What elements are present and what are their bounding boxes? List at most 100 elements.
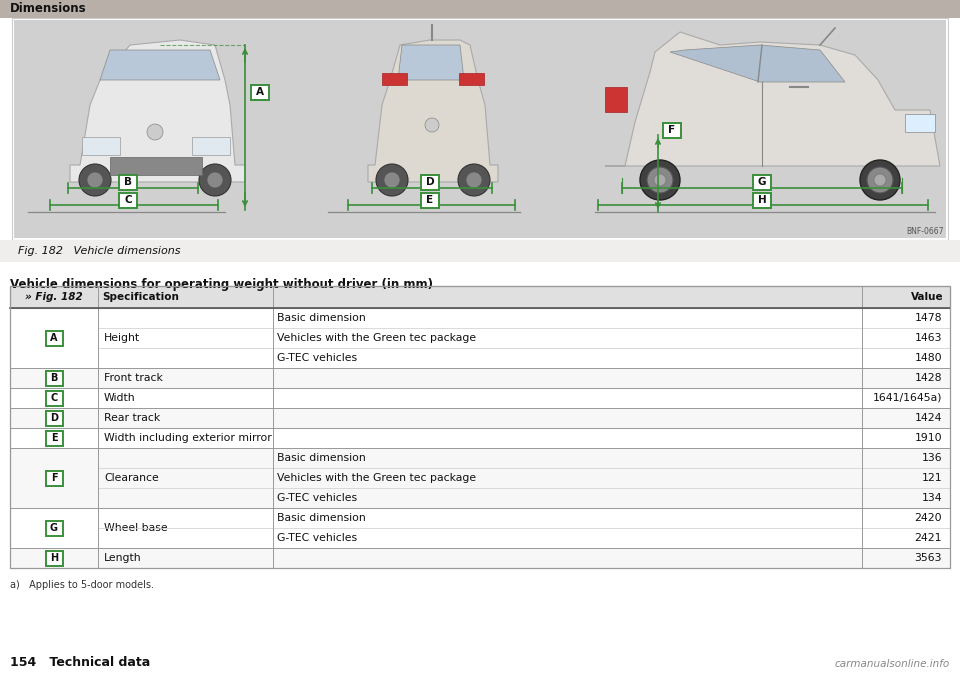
Text: Specification: Specification bbox=[102, 292, 179, 302]
Text: A: A bbox=[256, 87, 264, 97]
Text: E: E bbox=[51, 433, 58, 443]
Text: Width: Width bbox=[104, 393, 135, 403]
Text: 1480: 1480 bbox=[914, 353, 942, 363]
Text: B: B bbox=[124, 177, 132, 187]
Text: 1478: 1478 bbox=[915, 313, 942, 323]
Bar bbox=[10, 286, 950, 308]
Text: 1424: 1424 bbox=[915, 413, 942, 423]
Bar bbox=[10, 286, 950, 308]
Text: C: C bbox=[50, 393, 58, 403]
FancyBboxPatch shape bbox=[251, 85, 269, 100]
Text: Vehicles with the Green tec package: Vehicles with the Green tec package bbox=[277, 333, 476, 343]
Text: 2420: 2420 bbox=[914, 513, 942, 523]
Circle shape bbox=[654, 174, 666, 186]
Bar bbox=[10, 448, 950, 508]
Text: G-TEC vehicles: G-TEC vehicles bbox=[277, 493, 357, 503]
Text: 1463: 1463 bbox=[915, 333, 942, 343]
Text: D: D bbox=[425, 177, 434, 187]
Text: 121: 121 bbox=[922, 473, 942, 483]
Bar bbox=[45, 330, 62, 345]
Text: » Fig. 182: » Fig. 182 bbox=[25, 292, 83, 302]
Circle shape bbox=[384, 172, 400, 188]
Text: E: E bbox=[426, 195, 434, 205]
Text: Clearance: Clearance bbox=[104, 473, 158, 483]
Polygon shape bbox=[70, 40, 245, 182]
Bar bbox=[45, 391, 62, 406]
Polygon shape bbox=[368, 40, 498, 182]
FancyBboxPatch shape bbox=[663, 123, 681, 137]
Circle shape bbox=[147, 124, 163, 140]
Text: 3563: 3563 bbox=[915, 553, 942, 563]
Bar bbox=[459, 73, 484, 85]
Circle shape bbox=[425, 118, 439, 132]
Text: F: F bbox=[51, 473, 58, 483]
Text: Length: Length bbox=[104, 553, 142, 563]
Text: Vehicle dimensions for operating weight without driver (in mm): Vehicle dimensions for operating weight … bbox=[10, 278, 433, 291]
Circle shape bbox=[466, 172, 482, 188]
Text: Wheel base: Wheel base bbox=[104, 523, 168, 533]
Text: G-TEC vehicles: G-TEC vehicles bbox=[277, 533, 357, 543]
Text: Basic dimension: Basic dimension bbox=[277, 453, 366, 463]
FancyBboxPatch shape bbox=[421, 175, 439, 190]
FancyBboxPatch shape bbox=[119, 192, 137, 207]
FancyBboxPatch shape bbox=[753, 192, 771, 207]
Bar bbox=[10, 286, 950, 568]
Text: Value: Value bbox=[911, 292, 944, 302]
Text: B: B bbox=[50, 373, 58, 383]
Text: Front track: Front track bbox=[104, 373, 163, 383]
Circle shape bbox=[874, 174, 886, 186]
Bar bbox=[10, 428, 950, 448]
Text: 136: 136 bbox=[922, 453, 942, 463]
Text: 154   Technical data: 154 Technical data bbox=[10, 656, 151, 669]
Polygon shape bbox=[670, 45, 845, 82]
Text: G: G bbox=[50, 523, 58, 533]
Bar bbox=[12, 18, 948, 240]
Bar bbox=[905, 114, 935, 132]
Bar bbox=[45, 410, 62, 426]
Circle shape bbox=[376, 164, 408, 196]
Text: F: F bbox=[668, 125, 676, 135]
Text: 2421: 2421 bbox=[915, 533, 942, 543]
Text: Basic dimension: Basic dimension bbox=[277, 513, 366, 523]
Circle shape bbox=[199, 164, 231, 196]
Bar bbox=[192, 137, 230, 155]
Text: 134: 134 bbox=[922, 493, 942, 503]
Polygon shape bbox=[398, 45, 464, 80]
Text: Dimensions: Dimensions bbox=[10, 3, 86, 16]
Text: a)   Applies to 5-door models.: a) Applies to 5-door models. bbox=[10, 580, 154, 590]
Circle shape bbox=[207, 172, 223, 188]
Text: Basic dimension: Basic dimension bbox=[277, 313, 366, 323]
Text: Vehicles with the Green tec package: Vehicles with the Green tec package bbox=[277, 473, 476, 483]
Text: C: C bbox=[124, 195, 132, 205]
Bar bbox=[82, 137, 120, 155]
Text: H: H bbox=[757, 195, 766, 205]
Text: Width including exterior mirror: Width including exterior mirror bbox=[104, 433, 272, 443]
FancyBboxPatch shape bbox=[421, 192, 439, 207]
Circle shape bbox=[87, 172, 103, 188]
Bar bbox=[0, 0, 960, 18]
Bar bbox=[10, 508, 950, 548]
Text: A: A bbox=[50, 333, 58, 343]
Circle shape bbox=[458, 164, 490, 196]
Text: BNF-0667: BNF-0667 bbox=[906, 227, 944, 236]
Text: Fig. 182   Vehicle dimensions: Fig. 182 Vehicle dimensions bbox=[18, 246, 180, 256]
Bar bbox=[382, 73, 407, 85]
FancyBboxPatch shape bbox=[753, 175, 771, 190]
Bar bbox=[10, 548, 950, 568]
Text: 1910: 1910 bbox=[914, 433, 942, 443]
Circle shape bbox=[867, 167, 893, 193]
Bar bbox=[45, 431, 62, 445]
Bar bbox=[10, 308, 950, 368]
Circle shape bbox=[640, 160, 680, 200]
Text: G-TEC vehicles: G-TEC vehicles bbox=[277, 353, 357, 363]
FancyBboxPatch shape bbox=[119, 175, 137, 190]
Bar bbox=[10, 408, 950, 428]
Bar bbox=[14, 20, 946, 238]
Bar bbox=[10, 388, 950, 408]
Polygon shape bbox=[605, 32, 940, 166]
Circle shape bbox=[860, 160, 900, 200]
Bar bbox=[45, 521, 62, 536]
Text: 1641/1645a): 1641/1645a) bbox=[873, 393, 942, 403]
Bar bbox=[110, 157, 202, 175]
Text: G: G bbox=[757, 177, 766, 187]
